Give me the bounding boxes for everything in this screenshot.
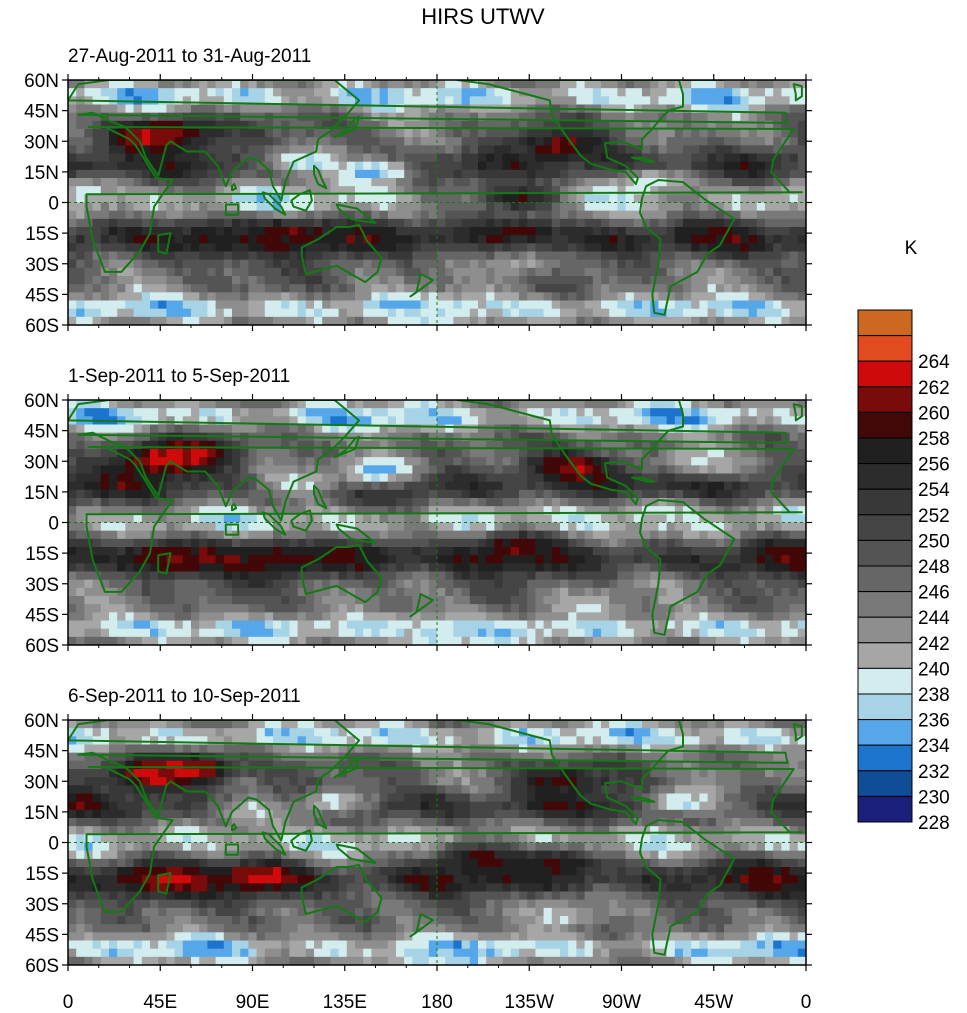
x-tick-label: 90W <box>602 992 641 1013</box>
panel-3-subtitle: 6-Sep-2011 to 10-Sep-2011 <box>68 686 301 707</box>
colorbar-tick-label: 240 <box>918 659 950 680</box>
y-tick-label: 60N <box>24 391 59 412</box>
y-tick-label: 30S <box>25 255 59 276</box>
colorbar-swatch <box>857 667 913 695</box>
colorbar-tick-label: 236 <box>918 711 950 732</box>
colorbar-unit-label: K <box>905 238 918 259</box>
y-tick-label: 45N <box>24 102 59 123</box>
colorbar-tick-label: 234 <box>918 736 950 757</box>
y-tick-label: 15N <box>24 163 59 184</box>
colorbar-tick-label: 250 <box>918 531 950 552</box>
y-tick-label: 0 <box>48 194 59 215</box>
colorbar-tick-label: 262 <box>918 378 950 399</box>
y-tick-label: 15N <box>24 803 59 824</box>
y-tick-label: 60S <box>25 316 59 337</box>
y-tick-label: 0 <box>48 514 59 535</box>
panel-2-subtitle: 1-Sep-2011 to 5-Sep-2011 <box>68 366 290 387</box>
x-axis-tick-labels: 0 45E 90E 135E 180 135W 90W 45W 0 <box>63 992 812 1013</box>
panel-1-subtitle: 27-Aug-2011 to 31-Aug-2011 <box>68 46 311 67</box>
y-tick-label: 60S <box>25 956 59 977</box>
colorbar-tick-label: 242 <box>918 634 950 655</box>
y-tick-label: 30S <box>25 575 59 596</box>
y-tick-label: 30N <box>24 452 59 473</box>
y-tick-label: 30N <box>24 132 59 153</box>
colorbar-tick-label: 232 <box>918 762 950 783</box>
colorbar-tick-label: 256 <box>918 455 950 476</box>
colorbar-swatch <box>857 335 913 362</box>
y-tick-label: 15N <box>24 483 59 504</box>
panel-1-map: 60N 45N 30N 15N 0 15S 30S 45S 60S <box>24 71 812 337</box>
colorbar-swatch <box>857 309 913 337</box>
colorbar-swatch <box>857 437 913 465</box>
colorbar-swatch <box>857 386 913 413</box>
colorbar-tick-label: 260 <box>918 403 950 424</box>
colorbar-swatch <box>857 360 913 388</box>
colorbar-swatch <box>857 744 913 772</box>
colorbar-tick-label: 248 <box>918 557 950 578</box>
y-tick-label: 15S <box>25 544 59 565</box>
coastlines <box>68 720 803 956</box>
y-tick-label: 45S <box>25 605 59 626</box>
colorbar: 228 230 232 234 236 238 240 242 244 246 248 250 252 2… <box>857 309 950 834</box>
coastlines <box>68 80 803 316</box>
x-tick-label: 90E <box>236 992 270 1013</box>
y-tick-label: 60N <box>24 711 59 732</box>
y-tick-label: 0 <box>48 834 59 855</box>
colorbar-swatch <box>857 539 913 567</box>
colorbar-tick-label: 246 <box>918 583 950 604</box>
colorbar-swatch <box>857 591 913 618</box>
x-tick-label: 135W <box>504 992 554 1013</box>
x-tick-label: 45E <box>143 992 177 1013</box>
colorbar-tick-label: 238 <box>918 685 950 706</box>
x-tick-label: 135E <box>323 992 367 1013</box>
y-tick-label: 45N <box>24 422 59 443</box>
colorbar-tick-label: 230 <box>918 787 950 808</box>
x-tick-label: 180 <box>421 992 453 1013</box>
colorbar-swatch <box>857 642 913 669</box>
y-tick-label: 15S <box>25 224 59 245</box>
x-tick-label: 45W <box>694 992 733 1013</box>
panel-2-map: 60N 45N 30N 15N 0 15S 30S 45S 60S <box>24 391 812 657</box>
colorbar-swatch <box>857 514 913 541</box>
y-tick-label: 45S <box>25 285 59 306</box>
colorbar-swatch <box>857 565 913 593</box>
colorbar-tick-label: 244 <box>918 608 950 629</box>
x-tick-label: 0 <box>801 992 812 1013</box>
colorbar-tick-label: 264 <box>918 352 950 373</box>
y-tick-label: 30N <box>24 772 59 793</box>
colorbar-swatch <box>857 693 913 721</box>
colorbar-swatch <box>857 719 913 746</box>
colorbar-swatch <box>857 411 913 439</box>
y-tick-label: 45S <box>25 925 59 946</box>
colorbar-tick-label: 228 <box>918 813 950 834</box>
y-tick-label: 60N <box>24 71 59 92</box>
colorbar-swatch <box>857 488 913 516</box>
coastlines <box>68 400 803 636</box>
y-tick-label: 45N <box>24 742 59 763</box>
y-tick-label: 60S <box>25 636 59 657</box>
y-tick-label: 30S <box>25 895 59 916</box>
colorbar-swatch <box>857 795 913 823</box>
x-tick-label: 0 <box>63 992 74 1013</box>
colorbar-swatch <box>857 616 913 644</box>
panel-3-map: 60N 45N 30N 15N 0 15S 30S 45S 60S <box>24 711 812 977</box>
colorbar-tick-label: 254 <box>918 480 950 501</box>
colorbar-tick-label: 258 <box>918 429 950 450</box>
chart-title: HIRS UTWV <box>421 4 545 29</box>
y-tick-label: 15S <box>25 864 59 885</box>
colorbar-swatch <box>857 463 913 490</box>
colorbar-swatch <box>857 770 913 797</box>
colorbar-tick-label: 252 <box>918 506 950 527</box>
